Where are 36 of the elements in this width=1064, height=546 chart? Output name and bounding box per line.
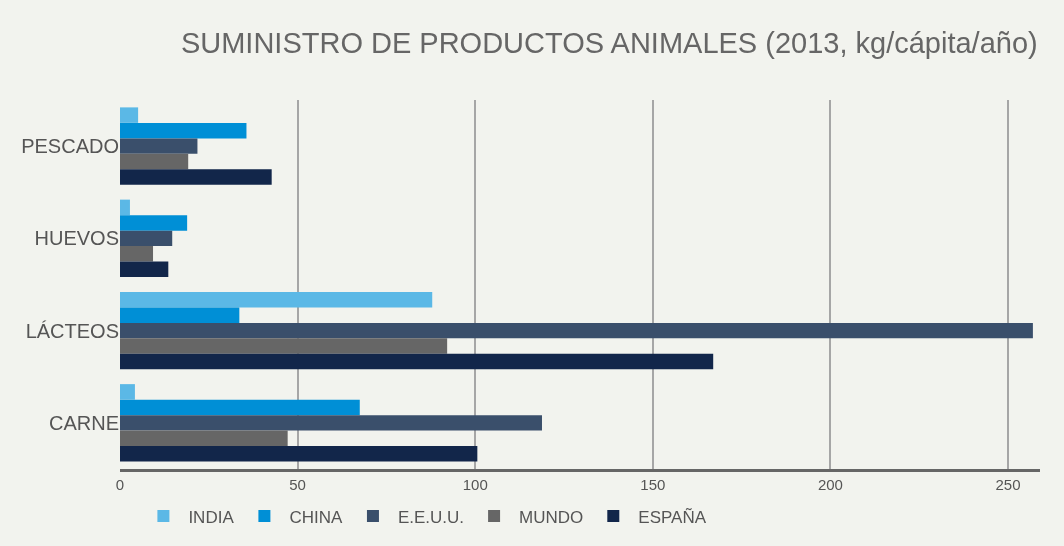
x-tick-label: 0 [115,476,125,493]
legend-label: E.E.U.U. [397,507,465,527]
bar [120,399,360,416]
bar [120,122,247,139]
y-tick-label: CARNE [48,411,119,434]
y-tick-label: HUEVOS [34,227,119,250]
x-tick-label: 100 [462,476,488,493]
chart-title: SUMINISTRO DE PRODUCTOS ANIMALES (2013, kg/cápita/año) [180,27,1038,60]
legend-label: ESPAÑA [638,507,707,527]
bar [120,307,240,323]
bar [120,338,448,354]
bar [120,291,433,308]
bar [120,415,542,431]
bar [120,246,154,262]
bar [120,430,288,447]
bar [120,199,130,216]
bar [120,261,169,278]
bar [120,353,714,370]
y-tick-label: PESCADO [21,135,119,158]
bar [120,230,173,247]
x-tick-label: 50 [289,476,306,493]
x-tick-label: 250 [995,476,1021,493]
legend-label: MUNDO [519,507,584,527]
bar [120,384,135,400]
bar [120,446,478,462]
bar [120,215,188,231]
legend-label: CHINA [289,507,343,527]
x-tick-label: 200 [817,476,843,493]
bar [120,138,198,154]
bar [120,153,189,170]
bar [120,169,272,185]
y-tick-label: LÁCTEOS [25,319,119,342]
x-tick-label: 150 [640,476,666,493]
legend-label: INDIA [188,507,235,527]
bar [120,322,1033,339]
bar [120,107,139,123]
